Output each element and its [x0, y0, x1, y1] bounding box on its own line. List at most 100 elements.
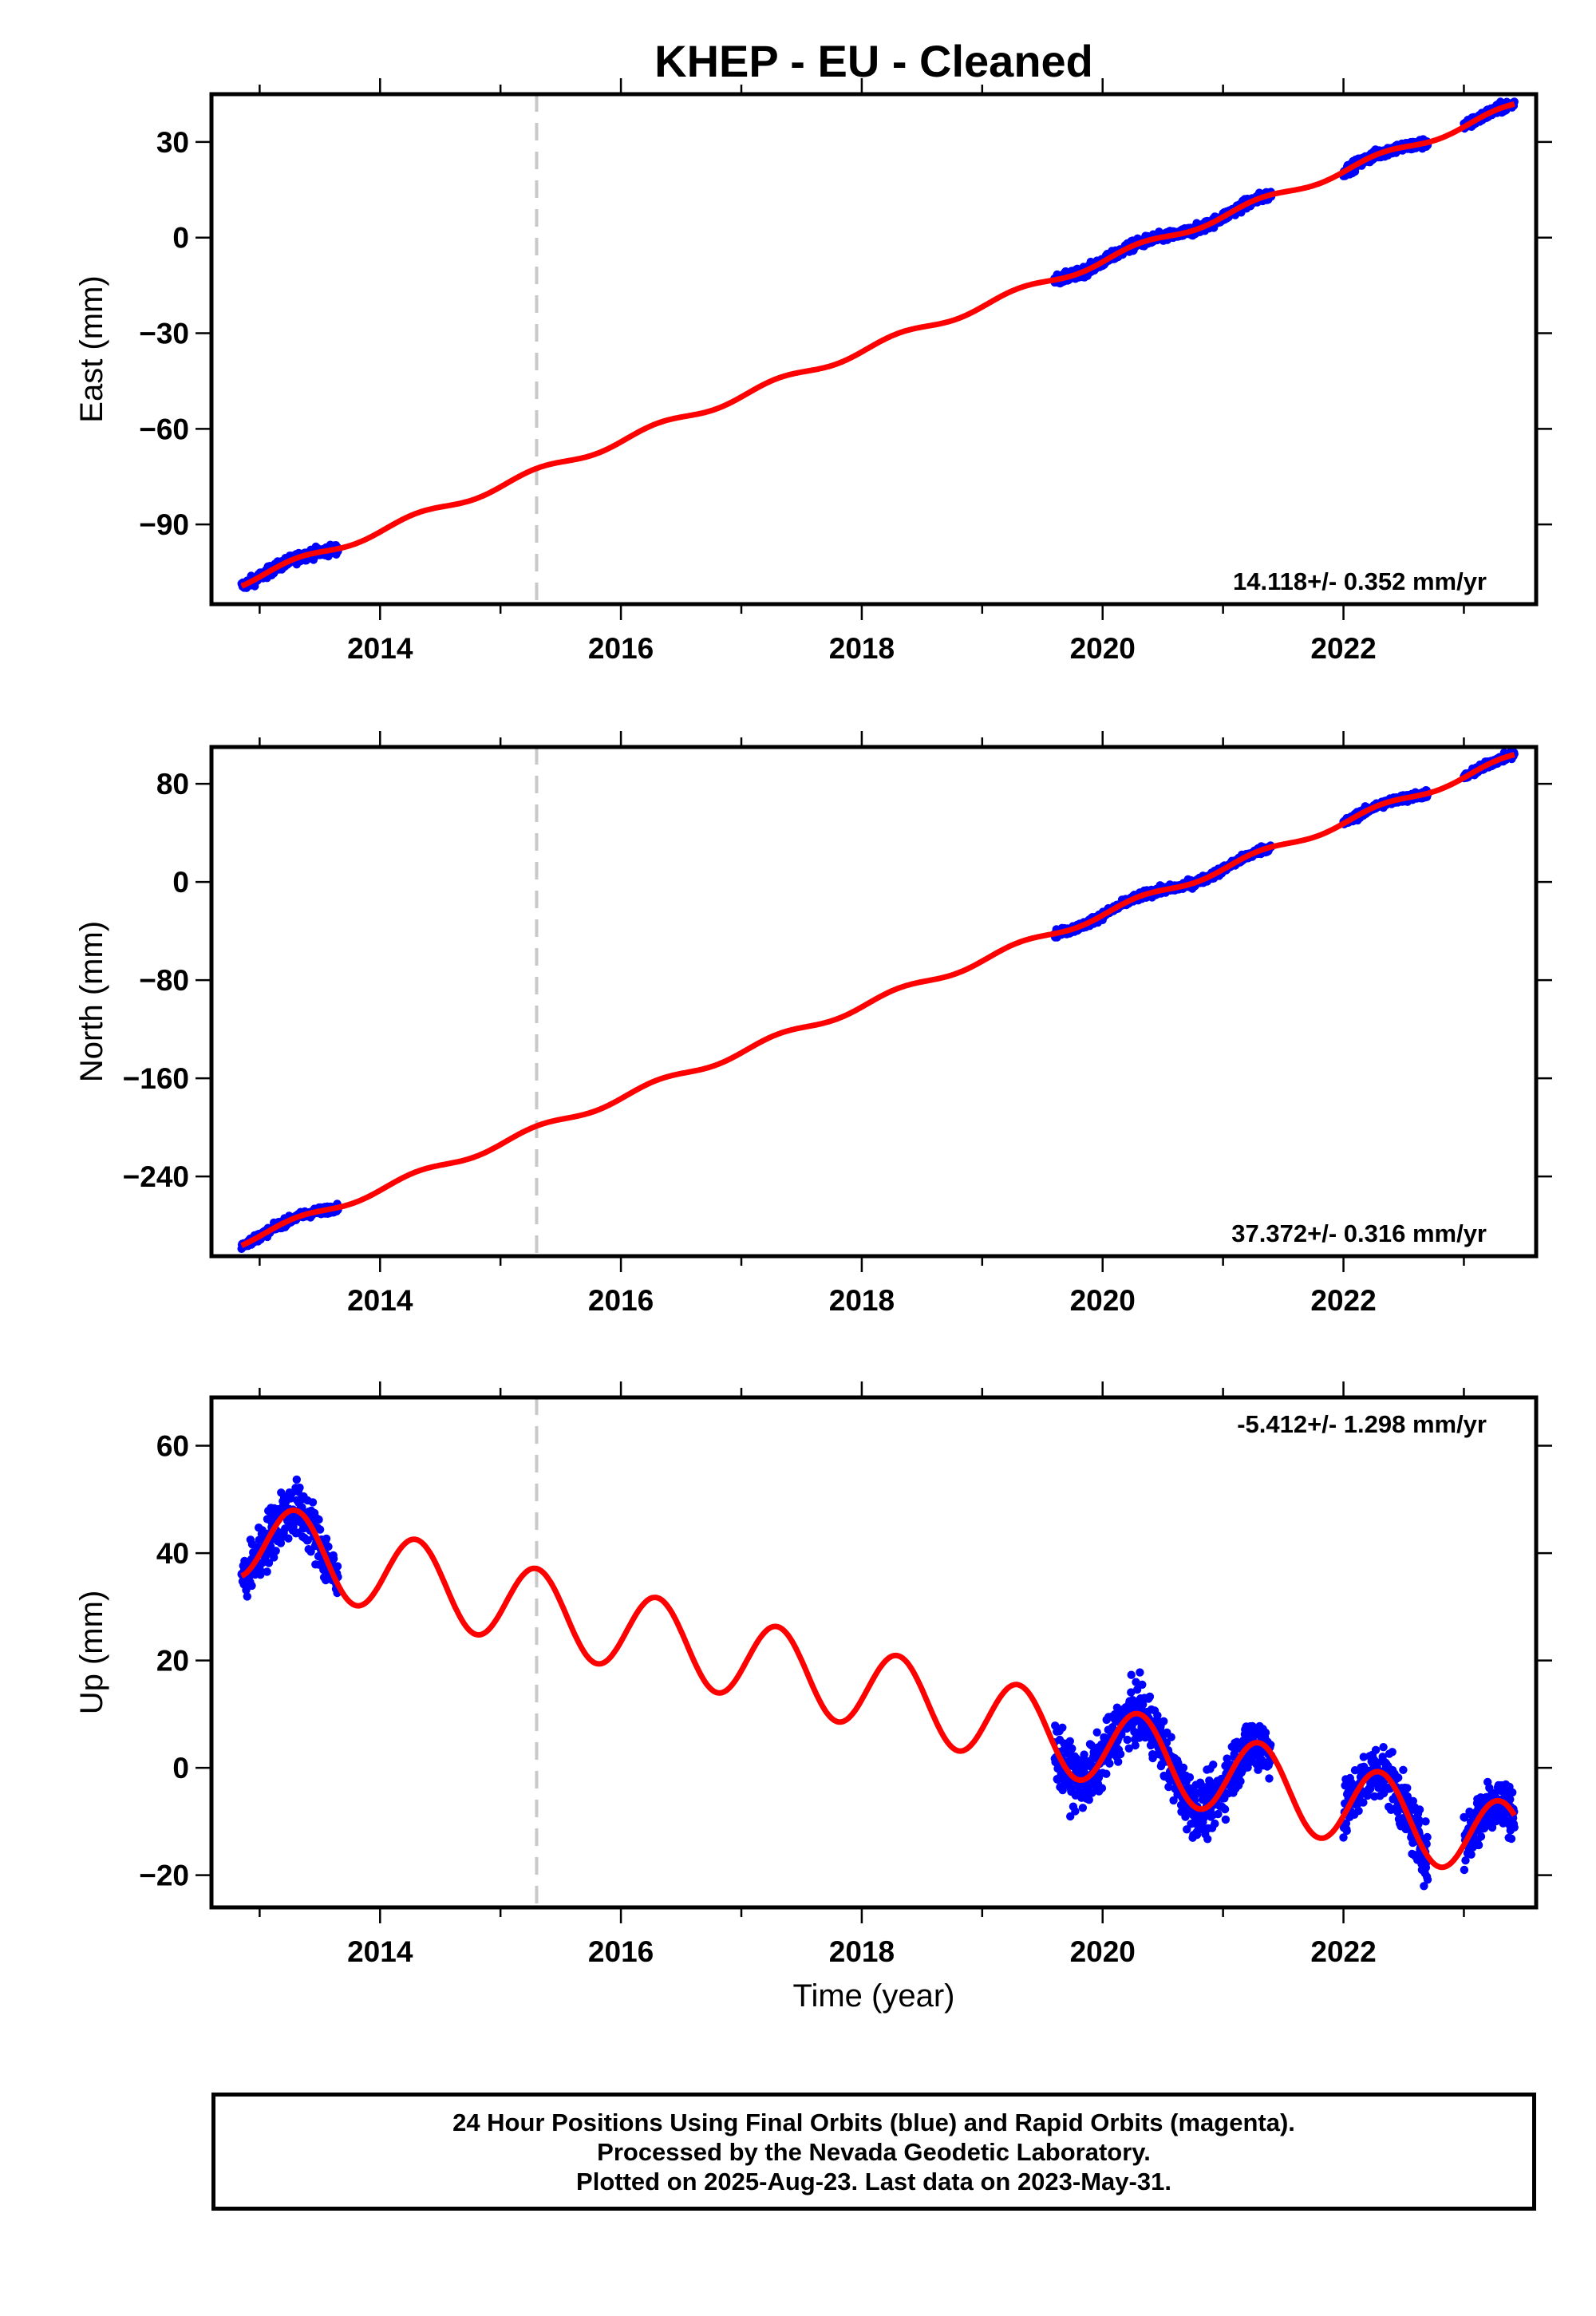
data-point [1209, 1761, 1218, 1769]
data-point [1223, 1754, 1231, 1763]
data-point [292, 1475, 301, 1484]
y-axis-label: North (mm) [74, 921, 109, 1082]
data-point [1159, 1717, 1168, 1725]
rate-label: 37.372+/- 0.316 mm/yr [1231, 1219, 1487, 1247]
fit-line [239, 752, 1516, 1248]
data-point [1214, 1809, 1223, 1819]
y-tick-label: −240 [123, 1160, 189, 1193]
data-point [1068, 1744, 1077, 1753]
data-point [1071, 1807, 1080, 1816]
y-tick-label: 20 [156, 1645, 189, 1678]
data-point [1179, 1763, 1188, 1773]
data-point [1097, 1784, 1107, 1792]
data-point [1394, 1773, 1403, 1782]
fit-line [239, 101, 1516, 589]
data-point [1084, 1796, 1094, 1804]
y-tick-label: −30 [139, 318, 189, 350]
data-point [1114, 1757, 1123, 1766]
data-point [1078, 1804, 1088, 1812]
data-point [295, 1483, 304, 1492]
footer-line-1: 24 Hour Positions Using Final Orbits (bl… [452, 2109, 1295, 2136]
data-point [1203, 1835, 1212, 1844]
data-point [1145, 1692, 1155, 1701]
data-point [1399, 1765, 1408, 1774]
data-point [1123, 1735, 1132, 1745]
x-tick-label: 2020 [1070, 1284, 1136, 1317]
rate-label: -5.412+/- 1.298 mm/yr [1237, 1410, 1487, 1438]
panel-1: 2014 2016 2018 2020 2022 30 0 −30 −60 −90 East (mm… [74, 78, 1552, 665]
x-tick-label: 2016 [588, 632, 654, 665]
data-point [1211, 1819, 1219, 1828]
x-tick-label: 2014 [347, 632, 413, 665]
data-point [1467, 1850, 1476, 1859]
data-point [329, 1554, 338, 1563]
data-point [306, 1547, 315, 1556]
x-tick-label: 2020 [1070, 632, 1136, 665]
y-tick-label: 30 [156, 126, 189, 159]
y-tick-label: 0 [172, 222, 189, 255]
data-point [1065, 1737, 1075, 1745]
data-point [1220, 1804, 1230, 1814]
plot-area-1 [237, 94, 1519, 604]
fit-line [239, 1507, 1517, 1871]
panel-3: 2014 2016 2018 2020 2022 60 40 20 0 −20 Up (mm) Tim… [74, 1381, 1552, 2014]
data-point [1169, 1796, 1178, 1805]
panel-frame [209, 1395, 1539, 1910]
data-point [1139, 1700, 1148, 1709]
y-tick-label: −60 [139, 413, 189, 445]
data-point [1342, 1826, 1351, 1836]
data-point [264, 1559, 274, 1567]
data-point [1066, 1812, 1075, 1821]
data-point [303, 1535, 312, 1545]
data-point [1080, 1763, 1089, 1772]
data-point [1510, 1823, 1519, 1832]
y-tick-label: −20 [139, 1860, 189, 1892]
data-point [1127, 1688, 1136, 1697]
data-point [271, 1547, 280, 1555]
data-point [1080, 1750, 1088, 1759]
data-point [242, 1586, 251, 1595]
x-tick-label: 2022 [1310, 1284, 1376, 1317]
data-point [1508, 1788, 1517, 1797]
data-point [1092, 1728, 1101, 1737]
y-tick-label: 0 [172, 1752, 189, 1784]
x-tick-label: 2018 [829, 1935, 895, 1968]
panel-frame [209, 745, 1539, 1259]
chart-title: KHEP - EU - Cleaned [654, 36, 1093, 86]
data-point [1474, 1840, 1483, 1850]
plot-area-3 [237, 1397, 1519, 1907]
data-point [284, 1534, 293, 1543]
data-point [1359, 1798, 1368, 1807]
footer-line-2: Processed by the Nevada Geodetic Laborat… [597, 2138, 1151, 2166]
data-point [1221, 1815, 1231, 1824]
data-point [1102, 1769, 1111, 1778]
data-point [1153, 1711, 1162, 1720]
data-point [243, 1592, 251, 1601]
y-tick-label: −80 [139, 964, 189, 997]
data-point [247, 1581, 256, 1591]
data-point [1167, 1733, 1175, 1741]
footer-line-3: Plotted on 2025-Aug-23. Last data on 202… [576, 2168, 1171, 2195]
data-point [1265, 1774, 1274, 1783]
x-tick-label: 2018 [829, 632, 895, 665]
data-point [1371, 1745, 1381, 1754]
data-point [324, 1542, 333, 1551]
data-point [1132, 1678, 1140, 1686]
data-point [256, 1567, 265, 1576]
y-tick-label: 80 [156, 768, 189, 800]
data-point [1131, 1741, 1140, 1750]
data-point [1185, 1773, 1195, 1782]
data-point [1388, 1748, 1396, 1757]
data-point [1087, 1741, 1096, 1750]
data-point [1261, 1728, 1270, 1737]
x-tick-label: 2022 [1310, 632, 1376, 665]
x-tick-label: 2014 [347, 1935, 413, 1968]
x-tick-label: 2022 [1310, 1935, 1376, 1968]
y-tick-label: 60 [156, 1430, 189, 1463]
data-point [1136, 1668, 1144, 1677]
y-axis-label: East (mm) [74, 275, 109, 422]
x-tick-label: 2016 [588, 1935, 654, 1968]
plot-area-2 [237, 747, 1519, 1256]
data-point [314, 1515, 323, 1524]
